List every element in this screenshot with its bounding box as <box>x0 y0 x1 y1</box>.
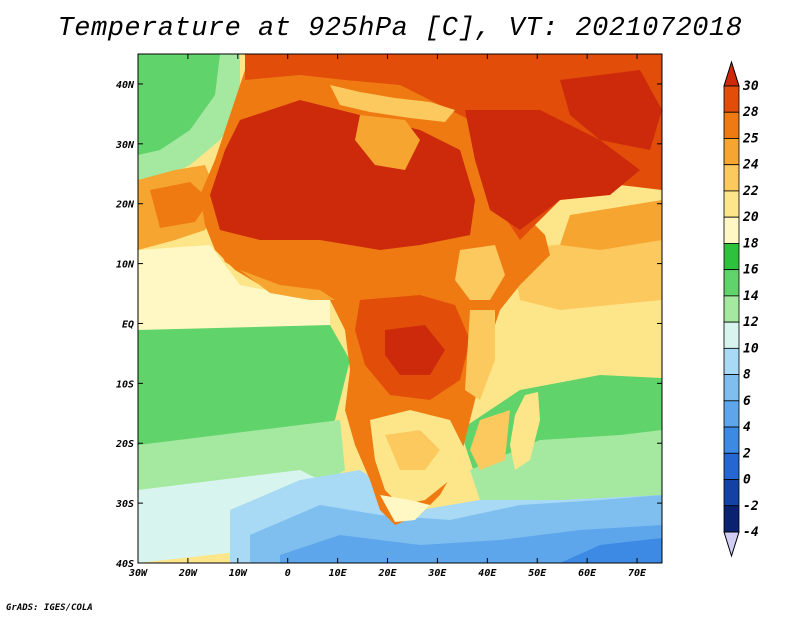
grads-credit: GrADS: IGES/COLA <box>6 603 93 613</box>
colorbar-swatch <box>723 347 740 375</box>
x-tick-label: 10E <box>329 568 348 579</box>
colorbar-bottom-triangle <box>723 531 740 558</box>
colorbar-swatch <box>723 321 740 349</box>
x-tick-label: 60E <box>578 568 597 579</box>
north-atlantic-green-zone <box>138 54 220 155</box>
colorbar-swatch <box>723 400 740 428</box>
colorbar-label: 25 <box>742 131 759 146</box>
x-tick-label: 30W <box>128 568 148 579</box>
colorbar-label: 30 <box>742 79 759 94</box>
mediterranean-sea <box>330 85 455 122</box>
chart-title: Temperature at 925hPa [C], VT: 202107201… <box>57 14 743 44</box>
colorbar-label: 16 <box>743 263 759 278</box>
colorbar-label: 22 <box>742 184 759 199</box>
y-tick-label: 40S <box>116 559 134 570</box>
y-tick-label: 40N <box>116 80 135 91</box>
mozambique-channel <box>470 410 510 470</box>
colorbar-label: 2 <box>742 446 751 461</box>
southern-ocean-blue-3 <box>280 525 662 563</box>
x-tick-label: 0 <box>285 568 291 579</box>
iran-hot-core <box>560 70 662 150</box>
colorbar-swatch <box>723 452 740 480</box>
x-tick-label: 50E <box>528 568 547 579</box>
congo-hot-core <box>385 325 445 375</box>
colorbar-label: -2 <box>743 499 759 514</box>
x-tick-label: 20W <box>178 568 198 579</box>
y-tick-label: 30S <box>115 499 134 510</box>
y-tick-label: 10S <box>116 379 134 390</box>
arabia-hot-core <box>465 110 640 230</box>
madagascar-land <box>510 392 540 470</box>
colorbar-swatch <box>723 111 740 139</box>
colorbar-swatch <box>723 190 740 218</box>
indian-ocean-lightgreen <box>470 430 662 500</box>
west-africa-coast-cool <box>240 270 335 300</box>
x-axis: 30W 20W 10W 0 10E 20E 30E 40E 50E 60E 70E <box>128 54 647 579</box>
colorbar-swatch <box>723 243 740 271</box>
x-tick-label: 70E <box>628 568 647 579</box>
colorbar-top-triangle <box>723 60 740 87</box>
colorbar-swatch <box>723 295 740 323</box>
kalahari-warm <box>385 430 440 470</box>
cape-cool <box>380 495 430 522</box>
arabian-sea-orange <box>560 200 662 250</box>
colorbar-label: -4 <box>743 525 759 540</box>
colorbar-label: 18 <box>743 236 759 251</box>
colorbar-label: 14 <box>743 289 759 304</box>
sahel-band <box>215 240 440 295</box>
colorbar-swatch <box>723 138 740 166</box>
ethiopia-highlands <box>455 245 505 300</box>
colorbar-label: 0 <box>743 473 751 488</box>
colorbar-swatch <box>723 505 740 533</box>
y-tick-label: 10N <box>116 260 135 271</box>
colorbar-label: 28 <box>742 105 759 120</box>
colorbar-swatch <box>723 426 740 454</box>
atlantic-warm-core <box>150 182 210 228</box>
x-tick-label: 30E <box>427 568 447 579</box>
colorbar-label: 10 <box>743 341 759 356</box>
colorbar-label: 8 <box>743 368 751 383</box>
southern-ocean-blue-4 <box>560 538 662 563</box>
east-africa-plateau <box>465 310 495 400</box>
libya-cool-patch <box>355 115 420 170</box>
colorbar-label: 24 <box>742 158 759 173</box>
colorbar-swatch <box>723 164 740 192</box>
gulf-guinea-band <box>138 245 330 330</box>
x-tick-label: 10W <box>229 568 248 579</box>
colorbar-label: 4 <box>743 420 751 435</box>
colorbar-swatch <box>723 85 740 113</box>
y-tick-label: 30N <box>115 140 135 151</box>
plot-frame <box>137 53 663 564</box>
colorbar-swatch <box>723 479 740 507</box>
y-tick-label: 20N <box>115 200 135 211</box>
colorbar-swatch <box>723 216 740 244</box>
colorbar-swatch <box>723 269 740 297</box>
x-tick-label: 20E <box>377 568 397 579</box>
colorbar-label: 6 <box>743 394 751 409</box>
x-tick-label: 40E <box>478 568 497 579</box>
colorbar-label: 20 <box>742 210 759 225</box>
colorbar-label: 12 <box>743 315 759 330</box>
y-tick-label: 20S <box>115 439 134 450</box>
y-tick-label: EQ <box>122 319 134 330</box>
y-axis: 40N 30N 20N 10N EQ 10S 20S 30S 40S <box>115 80 662 570</box>
map-field <box>138 54 662 563</box>
colorbar-swatch <box>723 374 740 402</box>
